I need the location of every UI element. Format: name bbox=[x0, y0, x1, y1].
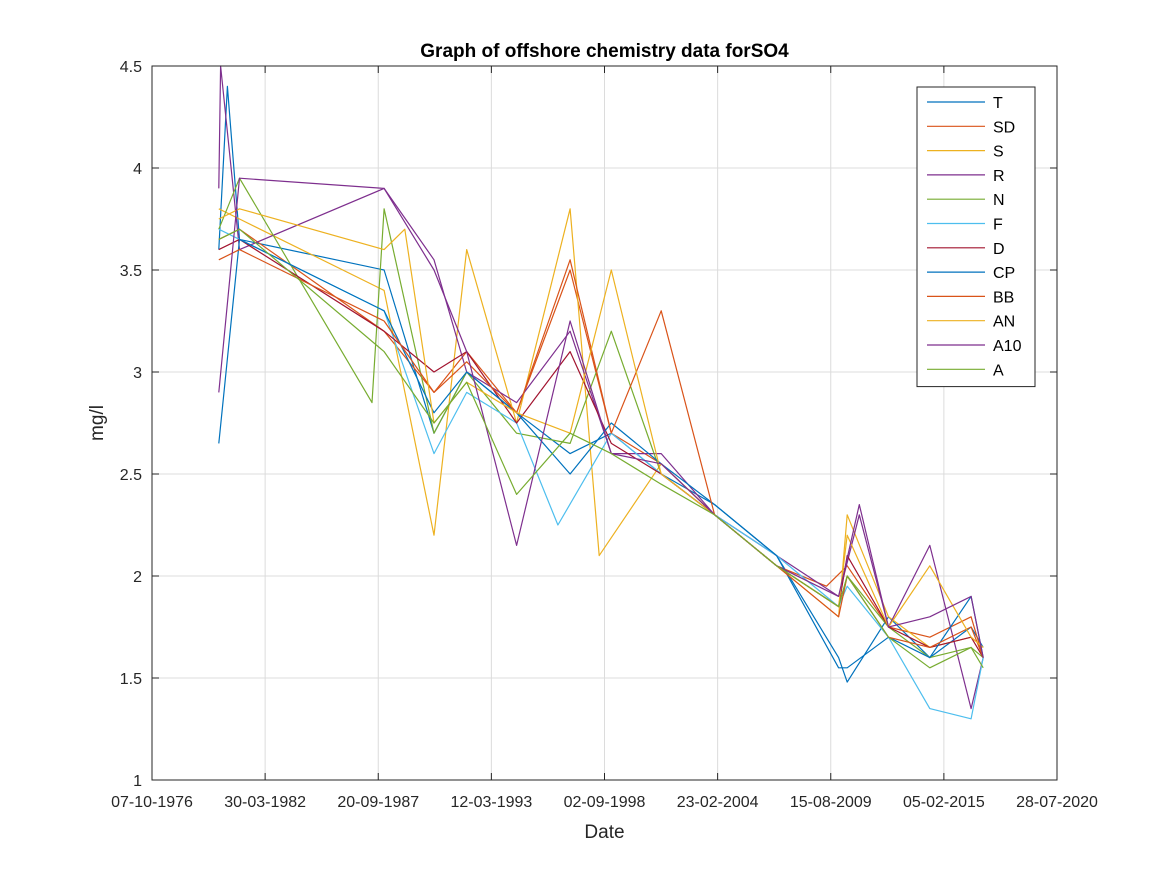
x-tick-label: 23-02-2004 bbox=[677, 794, 759, 811]
legend-entry-label: SD bbox=[993, 119, 1015, 136]
legend-entry-label: N bbox=[993, 192, 1005, 209]
x-tick-label: 02-09-1998 bbox=[564, 794, 646, 811]
x-tick-label: 15-08-2009 bbox=[790, 794, 872, 811]
x-tick-label: 05-02-2015 bbox=[903, 794, 985, 811]
y-tick-label: 1.5 bbox=[120, 671, 142, 688]
series-line-bb bbox=[218, 249, 984, 658]
x-tick-label: 07-10-1976 bbox=[111, 794, 193, 811]
y-tick-label: 4 bbox=[133, 161, 142, 178]
axis-ticks: 07-10-1976 30-03-1982 20-09-1987 12-03-1993… bbox=[111, 59, 1098, 811]
legend-entry-label: T bbox=[993, 95, 1003, 112]
chart-title: Graph of offshore chemistry data forSO4 bbox=[420, 41, 789, 62]
x-tick-label: 12-03-1993 bbox=[450, 794, 532, 811]
y-tick-label: 1 bbox=[133, 773, 142, 790]
legend-entry-label: A bbox=[993, 362, 1004, 379]
series-line-an bbox=[218, 208, 984, 648]
y-axis-label: mg/l bbox=[87, 405, 108, 441]
y-tick-label: 4.5 bbox=[120, 59, 142, 76]
y-tick-label: 3 bbox=[133, 365, 142, 382]
legend-entry-label: AN bbox=[993, 314, 1015, 331]
legend-entry-label: R bbox=[993, 168, 1005, 185]
y-tick-label: 3.5 bbox=[120, 263, 142, 280]
legend-box bbox=[916, 86, 1036, 388]
y-tick-label: 2.5 bbox=[120, 467, 142, 484]
series-layer bbox=[218, 65, 984, 720]
legend-entry-label: CP bbox=[993, 265, 1015, 282]
x-axis-label: Date bbox=[584, 822, 624, 843]
legend-entry-label: A10 bbox=[993, 338, 1022, 355]
x-tick-label: 20-09-1987 bbox=[337, 794, 419, 811]
legend-entry-label: F bbox=[993, 217, 1003, 234]
series-line-a bbox=[218, 228, 984, 669]
series-line-n bbox=[218, 177, 984, 659]
legend-entry-label: S bbox=[993, 144, 1004, 161]
legend-entry-label: D bbox=[993, 241, 1005, 258]
legend-entry-label: BB bbox=[993, 289, 1014, 306]
x-tick-label: 30-03-1982 bbox=[224, 794, 306, 811]
plot-area: 07-10-1976 30-03-1982 20-09-1987 12-03-1993… bbox=[111, 59, 1098, 811]
x-tick-label: 28-07-2020 bbox=[1016, 794, 1098, 811]
y-tick-label: 2 bbox=[133, 569, 142, 586]
series-line-a10 bbox=[218, 177, 984, 658]
